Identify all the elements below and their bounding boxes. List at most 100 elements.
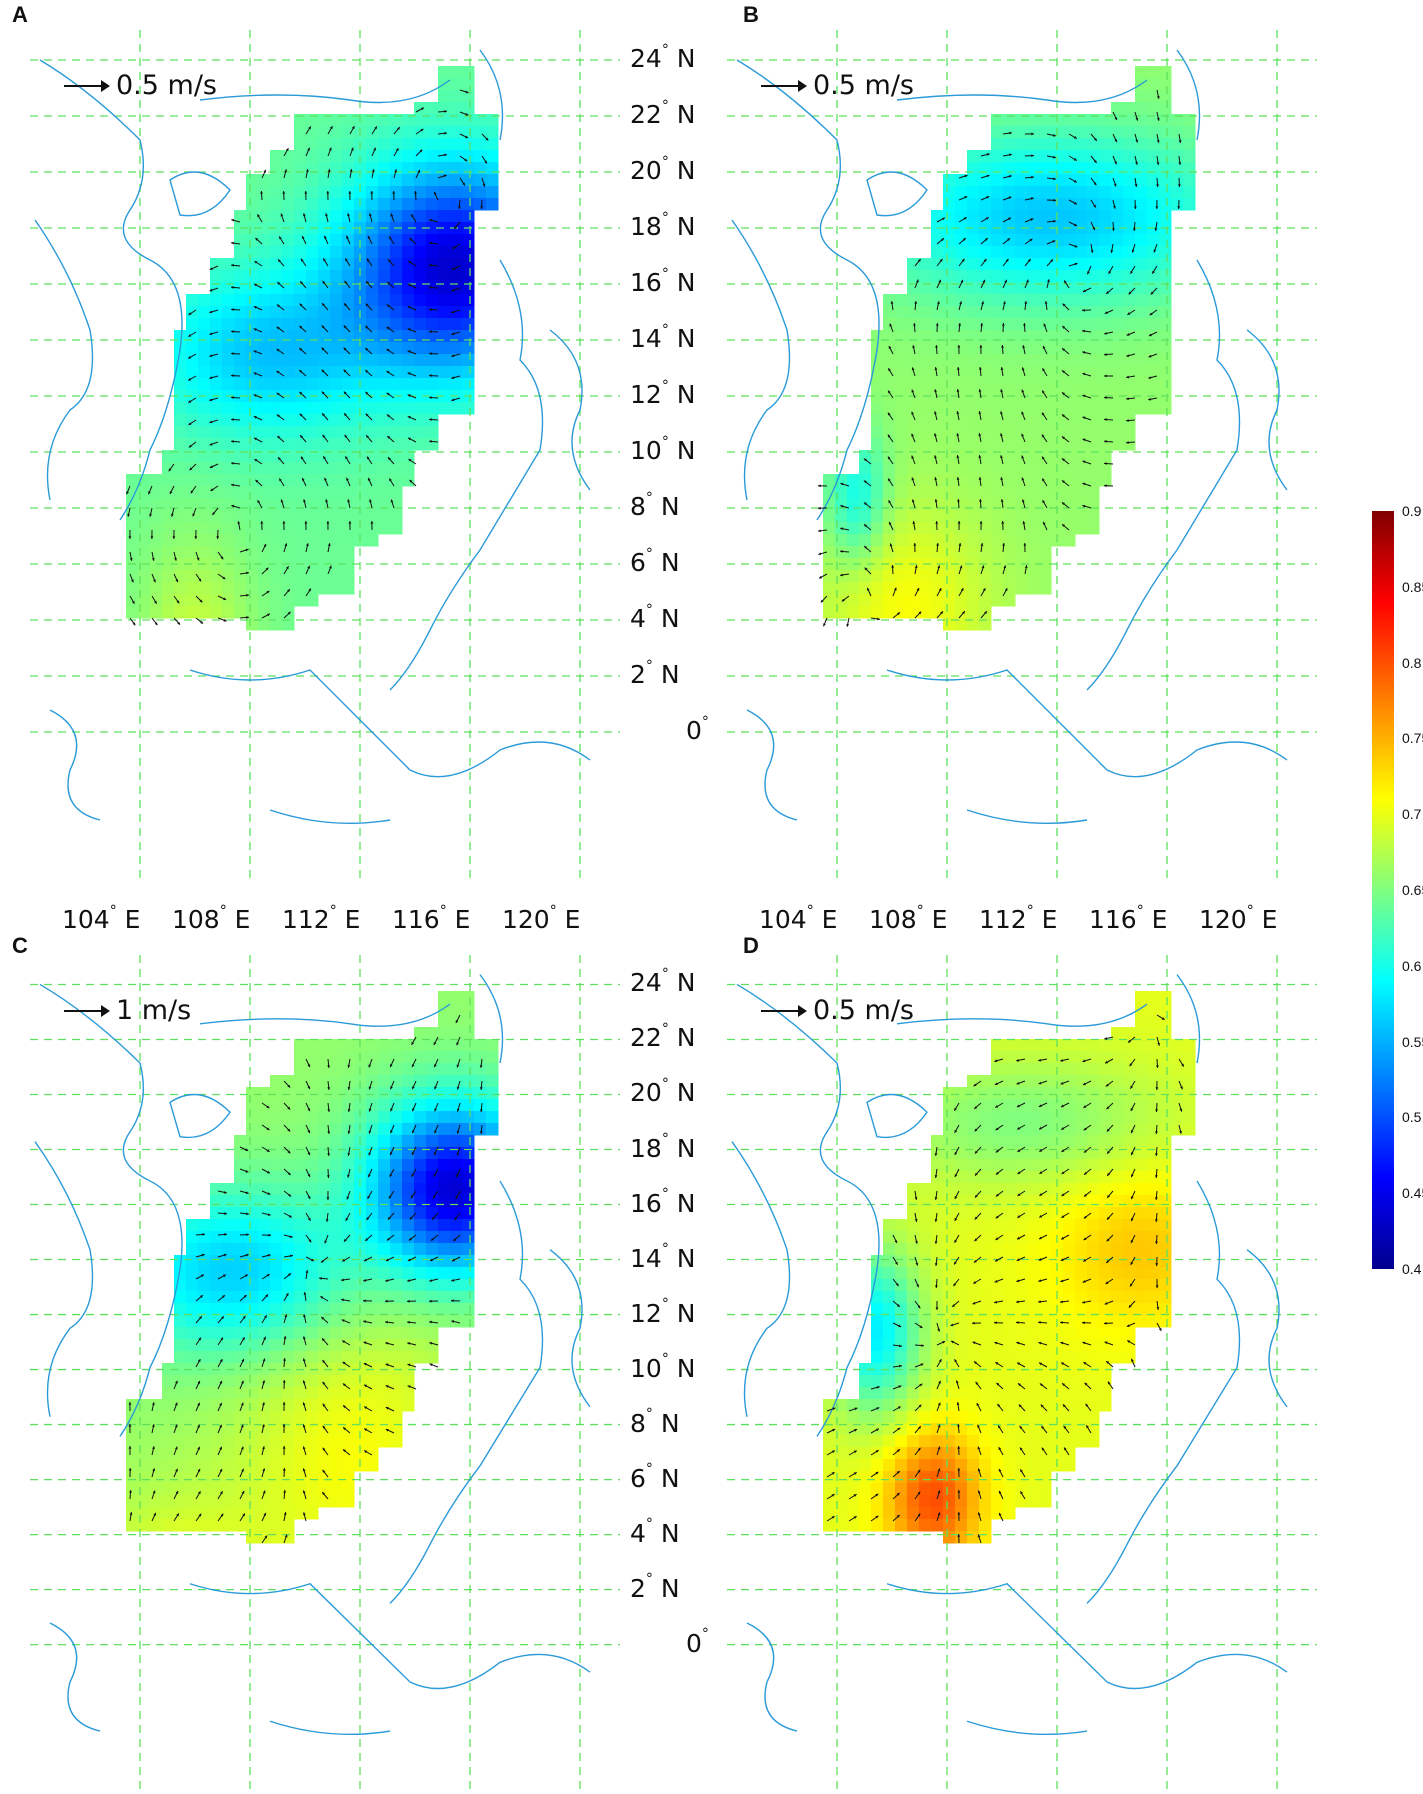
field-cell [1039, 282, 1052, 295]
field-cell [450, 1051, 463, 1064]
vector-arrowhead [1041, 434, 1045, 438]
field-cell [919, 402, 932, 415]
vector-arrowhead [1052, 155, 1056, 159]
field-cell [823, 606, 836, 619]
field-cell [1171, 186, 1184, 199]
vector-arrowhead [911, 411, 914, 415]
vector-arrowhead [276, 304, 280, 308]
coastline [34, 49, 591, 825]
field-cell [1123, 114, 1136, 127]
field-cell [426, 1087, 439, 1100]
field-cell [222, 366, 235, 379]
field-cell [1135, 1159, 1148, 1172]
field-cell [186, 318, 199, 331]
vector-arrowhead [223, 1190, 227, 1194]
field-cell [1159, 1075, 1172, 1088]
field-cell [258, 1399, 271, 1412]
field-cell [1111, 1051, 1124, 1064]
field-cell [318, 246, 331, 259]
field-cell [174, 1471, 187, 1484]
field-cell [246, 1387, 259, 1400]
field-cell [1135, 270, 1148, 283]
field-cell [931, 402, 944, 415]
field-cell [1087, 1099, 1100, 1112]
field-cell [282, 534, 295, 547]
field-cell [943, 1183, 956, 1196]
field-cell [955, 174, 968, 187]
vector-arrowhead [154, 622, 158, 626]
vector-arrowhead [266, 1149, 270, 1152]
field-cell [426, 270, 439, 283]
field-cell [414, 1111, 427, 1124]
vector-arrowhead [1113, 205, 1116, 209]
field-cell [967, 1339, 980, 1352]
field-cell [366, 426, 379, 439]
field-cell [426, 1279, 439, 1292]
field-cell [234, 426, 247, 439]
field-cell [342, 294, 355, 307]
field-cell [270, 354, 283, 367]
field-cell [1039, 510, 1052, 523]
field-cell [1051, 414, 1064, 427]
field-cell [126, 1435, 139, 1448]
field-cell [318, 1207, 331, 1220]
field-cell [1003, 1303, 1016, 1316]
field-cell [294, 474, 307, 487]
field-cell [318, 1099, 331, 1112]
coastline-path [389, 259, 544, 691]
field-cell [931, 294, 944, 307]
field-cell [318, 114, 331, 127]
field-cell [1039, 582, 1052, 595]
field-cell [1003, 1195, 1016, 1208]
field-cell [318, 534, 331, 547]
field-cell [919, 534, 932, 547]
vector-arrowhead [344, 434, 348, 438]
vector-arrowhead [1126, 333, 1130, 336]
field-cell [330, 1363, 343, 1376]
field-cell [330, 1339, 343, 1352]
field-cell [1159, 1171, 1172, 1184]
field-cell [174, 1351, 187, 1364]
field-cell [270, 198, 283, 211]
vector-arrowhead [262, 1402, 265, 1406]
field-cell [366, 210, 379, 223]
vector-arrowhead [444, 153, 447, 157]
field-cell [378, 378, 391, 391]
vector-arrowhead [429, 1363, 433, 1367]
field-cell [198, 1387, 211, 1400]
field-cell [282, 1195, 295, 1208]
field-cell [318, 1075, 331, 1088]
field-cell [294, 294, 307, 307]
field-cell [1123, 1159, 1136, 1172]
field-cell [210, 1435, 223, 1448]
field-cell [1063, 1243, 1076, 1256]
vector-arrowhead [1022, 345, 1026, 349]
field-cell [174, 1459, 187, 1472]
field-cell [390, 1279, 403, 1292]
vector-arrowhead [407, 350, 411, 354]
field-cell [979, 294, 992, 307]
field-cell [342, 342, 355, 355]
field-cell [967, 1123, 980, 1136]
field-cell [991, 1087, 1004, 1100]
field-cell [282, 1375, 295, 1388]
field-cell [1003, 1231, 1016, 1244]
field-cell [955, 1207, 968, 1220]
field-cell [991, 318, 1004, 331]
field-cell [366, 1231, 379, 1244]
vector-arrowhead [1082, 351, 1086, 354]
field-cell [390, 342, 403, 355]
field-cell [378, 1279, 391, 1292]
vector-arrowhead [433, 1041, 437, 1045]
vector-arrowhead [221, 1316, 224, 1320]
field-cell [390, 1315, 403, 1328]
field-cell [450, 138, 463, 151]
field-cell [342, 1075, 355, 1088]
field-cell [390, 174, 403, 187]
vector-arrowhead [288, 1214, 292, 1218]
field-cell [943, 1291, 956, 1304]
field-cell [1015, 1183, 1028, 1196]
vector-arrowhead [429, 1279, 433, 1282]
field-cell [991, 186, 1004, 199]
vector-arrowhead [327, 543, 331, 547]
